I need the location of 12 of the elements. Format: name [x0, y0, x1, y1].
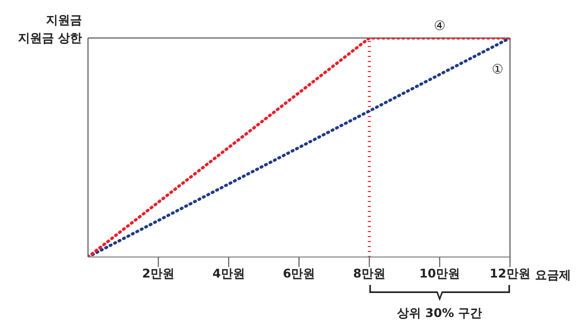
annotation: ④: [434, 19, 446, 34]
x-tick-label: 8만원: [353, 266, 386, 281]
x-tick-label: 2만원: [142, 266, 175, 281]
x-tick-label: 10만원: [419, 266, 460, 281]
text: 상위 30% 구간: [396, 306, 482, 320]
x-tick-label: 12만원: [490, 266, 530, 281]
x-axis-title: 요금제: [535, 268, 571, 282]
x-tick-label: 6만원: [282, 266, 316, 281]
x-tick-label: 4만원: [212, 266, 245, 281]
annotation: ①: [492, 62, 504, 78]
ref-line-label: 지원금 상한: [18, 31, 82, 45]
y-axis-title: 지원금: [46, 13, 82, 27]
